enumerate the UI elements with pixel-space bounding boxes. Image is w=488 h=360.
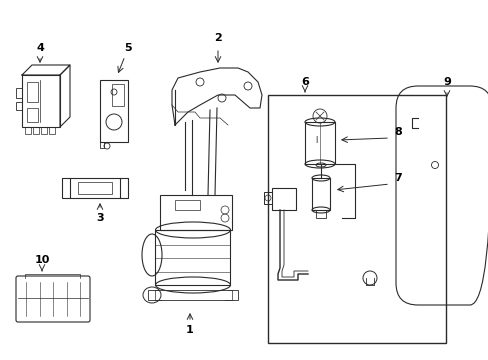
Text: 3: 3: [96, 213, 103, 223]
Bar: [160, 195, 231, 230]
Text: 8: 8: [393, 127, 401, 137]
Bar: [315, 210, 325, 218]
Bar: [112, 84, 124, 106]
Text: 10: 10: [34, 255, 50, 265]
Text: 1: 1: [186, 325, 193, 335]
Bar: [267, 95, 445, 343]
Bar: [27, 108, 38, 122]
Bar: [305, 122, 334, 164]
Bar: [264, 192, 271, 204]
Text: 6: 6: [301, 77, 308, 87]
Bar: [49, 127, 55, 134]
Bar: [16, 102, 22, 110]
Text: 7: 7: [393, 173, 401, 183]
Bar: [271, 188, 295, 210]
Bar: [155, 230, 229, 285]
Bar: [70, 178, 120, 198]
Bar: [311, 178, 329, 210]
Bar: [78, 182, 112, 194]
Bar: [41, 127, 47, 134]
Text: 2: 2: [214, 33, 222, 43]
Bar: [33, 127, 39, 134]
Bar: [100, 80, 128, 142]
Bar: [25, 127, 31, 134]
Bar: [27, 82, 38, 102]
Bar: [16, 88, 22, 98]
Text: l: l: [314, 136, 317, 145]
Text: 4: 4: [36, 43, 44, 53]
Bar: [22, 75, 60, 127]
Bar: [148, 290, 238, 300]
Bar: [175, 200, 200, 210]
Text: 9: 9: [442, 77, 450, 87]
Text: 5: 5: [124, 43, 132, 53]
